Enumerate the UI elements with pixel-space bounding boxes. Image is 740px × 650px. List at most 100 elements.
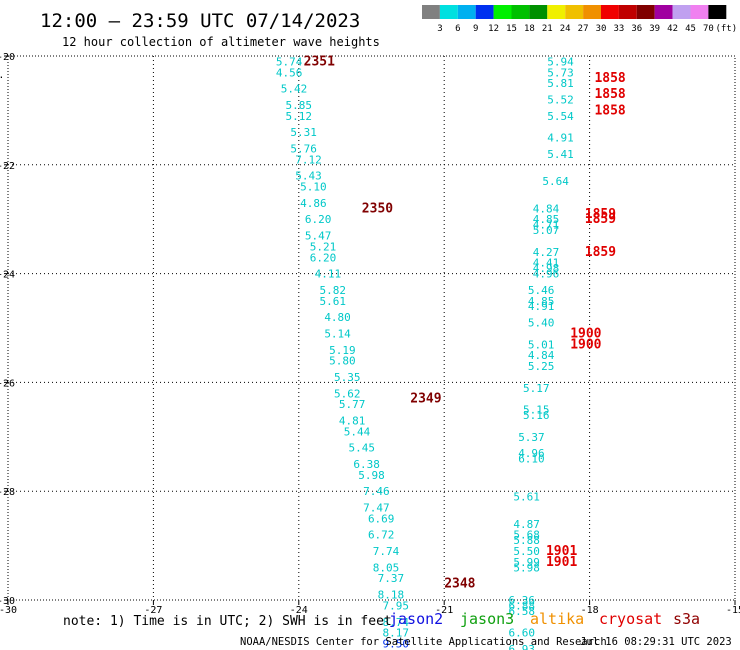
swh-value-label: 4.96 [518,447,545,460]
swh-value-label: 5.37 [518,431,545,444]
colorbar-swatch [618,5,637,19]
colorbar-swatch [529,5,548,19]
colorbar-legend: 3 6 9 12 15 18 21 24 27 30 33 36 39 42 45 70 (ft) [422,5,737,34]
swh-value-label: 7.46 [363,485,390,498]
y-tick-label: -30 [0,596,15,607]
chart-title: 12:00 – 23:59 UTC 07/14/2023 [40,10,360,32]
swh-value-label: 4.85 [533,213,560,226]
swh-value-label: 5.15 [523,404,550,417]
swh-value-label: 5.73 [547,66,574,79]
colorbar-label: 30 [596,24,607,34]
swh-value-label: 5.45 [349,442,376,455]
colorbar-swatch [457,5,476,19]
colorbar-swatch [690,5,709,19]
swh-value-label: 6.38 [353,458,380,471]
swh-value-label: 4.91 [528,300,555,313]
swh-value-label: 4.91 [547,132,574,145]
swh-value-label: 5.64 [542,175,569,188]
swh-value-label: 5.74 [276,55,303,68]
swh-value-label: 7.12 [295,153,322,166]
swh-value-label: 6.72 [368,529,395,542]
swh-value-label: 8.18 [378,589,405,602]
swh-value-label: 4.71 [533,219,560,232]
satellite-legend-jason3: jason3 [460,610,514,628]
swh-value-label: 6.20 [305,213,332,226]
colorbar-swatch [583,5,601,19]
satellite-legend-altika: altika [530,610,584,628]
swh-value-label: 5.68 [513,529,540,542]
swh-value-label: 4.85 [528,295,555,308]
colorbar-swatch [636,5,655,19]
swh-value-label: 5.41 [547,148,574,161]
swh-value-label: 6.60 [508,627,535,640]
y-tick-label: -20 [0,52,15,63]
colorbar-label: 24 [560,24,571,34]
pass-time-label: 2351 [304,54,335,69]
swh-value-label: 6.69 [368,512,395,525]
swh-value-label: 5.01 [528,338,555,351]
footer-timestamp: Jul 16 08:29:31 UTC 2023 [580,636,732,648]
pass-time-label: 1901 [546,544,577,559]
swh-value-label: 4.41 [533,257,560,270]
swh-value-label: 9.08 [392,648,419,650]
colorbar-label: 45 [685,24,696,34]
swh-value-label: 5.77 [339,398,366,411]
swh-value-label: 9.50 [382,638,409,650]
satellite-legend-s3a: s3a [673,610,700,628]
swh-value-label: 4.96 [533,268,560,281]
colorbar-swatch [511,5,530,19]
colorbar-label: 15 [506,24,517,34]
colorbar-label: 39 [649,24,660,34]
colorbar-swatch [475,5,494,19]
swh-value-label: 4.84 [533,202,560,215]
swh-value-label: 6.93 [508,643,535,650]
swh-value-label: 4.87 [513,518,540,531]
swh-value-label: 5.16 [523,409,550,422]
swh-value-label: 8.17 [382,627,409,640]
pass-time-label: 1859 [585,212,616,227]
colorbar-label: 27 [578,24,589,34]
swh-value-label: 5.35 [334,371,361,384]
swh-value-label: 5.17 [523,382,550,395]
satellite-legend-jason2: jason2 [389,610,443,628]
swh-value-label: 6.58 [508,605,535,618]
swh-value-label: 5.31 [290,126,317,139]
pass-time-label: 1900 [570,337,601,352]
pass-time-label: 1858 [594,87,625,102]
swh-value-label: 5.52 [547,94,574,107]
swh-value-label: 5.98 [513,561,540,574]
colorbar-label: 33 [613,24,624,34]
colorbar-swatch [493,5,512,19]
swh-value-label: 5.76 [290,142,317,155]
colorbar-label: 21 [542,24,553,34]
swh-value-label: 5.40 [528,317,555,330]
swh-value-label: 6.20 [310,251,337,264]
swh-value-label: 7.95 [382,599,409,612]
colorbar-label: 6 [455,24,460,34]
pass-time-label: 2350 [362,201,393,216]
x-tick-label: -30 [0,605,17,616]
swh-value-label: 5.85 [286,99,313,112]
swh-value-label: 4.56 [276,66,303,79]
colorbar-swatch [422,5,440,19]
swh-value-label: 4.98 [533,262,560,275]
colorbar-label: 9 [473,24,478,34]
colorbar-label: 36 [631,24,642,34]
pass-time-label: 2349 [410,392,441,407]
swh-value-label: 5.46 [528,284,555,297]
footer-note: note: 1) Time is in UTC; 2) SWH is in fe… [63,614,392,629]
colorbar-swatch [565,5,584,19]
colorbar-swatch [672,5,691,19]
swh-value-label: 5.19 [329,344,356,357]
colorbar-swatch [547,5,566,19]
colorbar-swatch [439,5,458,19]
swh-value-label: 5.44 [344,425,371,438]
chart-subtitle: 12 hour collection of altimeter wave hei… [62,35,380,49]
swh-value-label: 6.36 [508,594,535,607]
pass-time-label: 1901 [546,555,577,570]
pass-time-label: 1859 [585,245,616,260]
swh-value-label: 4.80 [324,311,351,324]
swh-value-label: 5.98 [358,469,385,482]
x-tick-label: -18 [581,605,599,616]
